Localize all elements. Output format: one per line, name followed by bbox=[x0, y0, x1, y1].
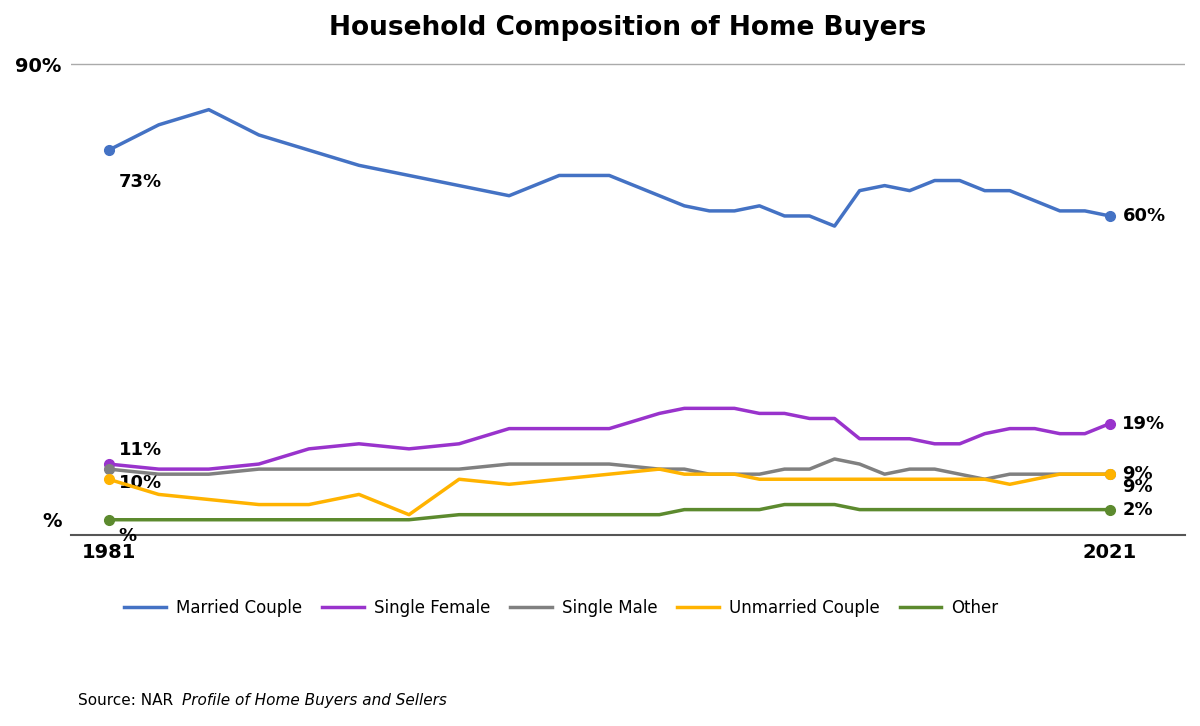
Text: 60%: 60% bbox=[1122, 207, 1165, 225]
Text: 2%: 2% bbox=[1122, 501, 1153, 518]
Text: 10%: 10% bbox=[119, 474, 162, 492]
Text: 9%: 9% bbox=[1122, 478, 1153, 496]
Text: 73%: 73% bbox=[119, 173, 162, 191]
Title: Household Composition of Home Buyers: Household Composition of Home Buyers bbox=[330, 15, 926, 41]
Legend: Married Couple, Single Female, Single Male, Unmarried Couple, Other: Married Couple, Single Female, Single Ma… bbox=[118, 592, 1006, 624]
Text: 9%: 9% bbox=[1122, 465, 1153, 484]
Text: Profile of Home Buyers and Sellers: Profile of Home Buyers and Sellers bbox=[182, 693, 448, 708]
Text: 19%: 19% bbox=[1122, 415, 1165, 433]
Text: 11%: 11% bbox=[119, 441, 162, 459]
Text: %: % bbox=[119, 527, 137, 545]
Text: Source: NAR: Source: NAR bbox=[78, 693, 178, 708]
